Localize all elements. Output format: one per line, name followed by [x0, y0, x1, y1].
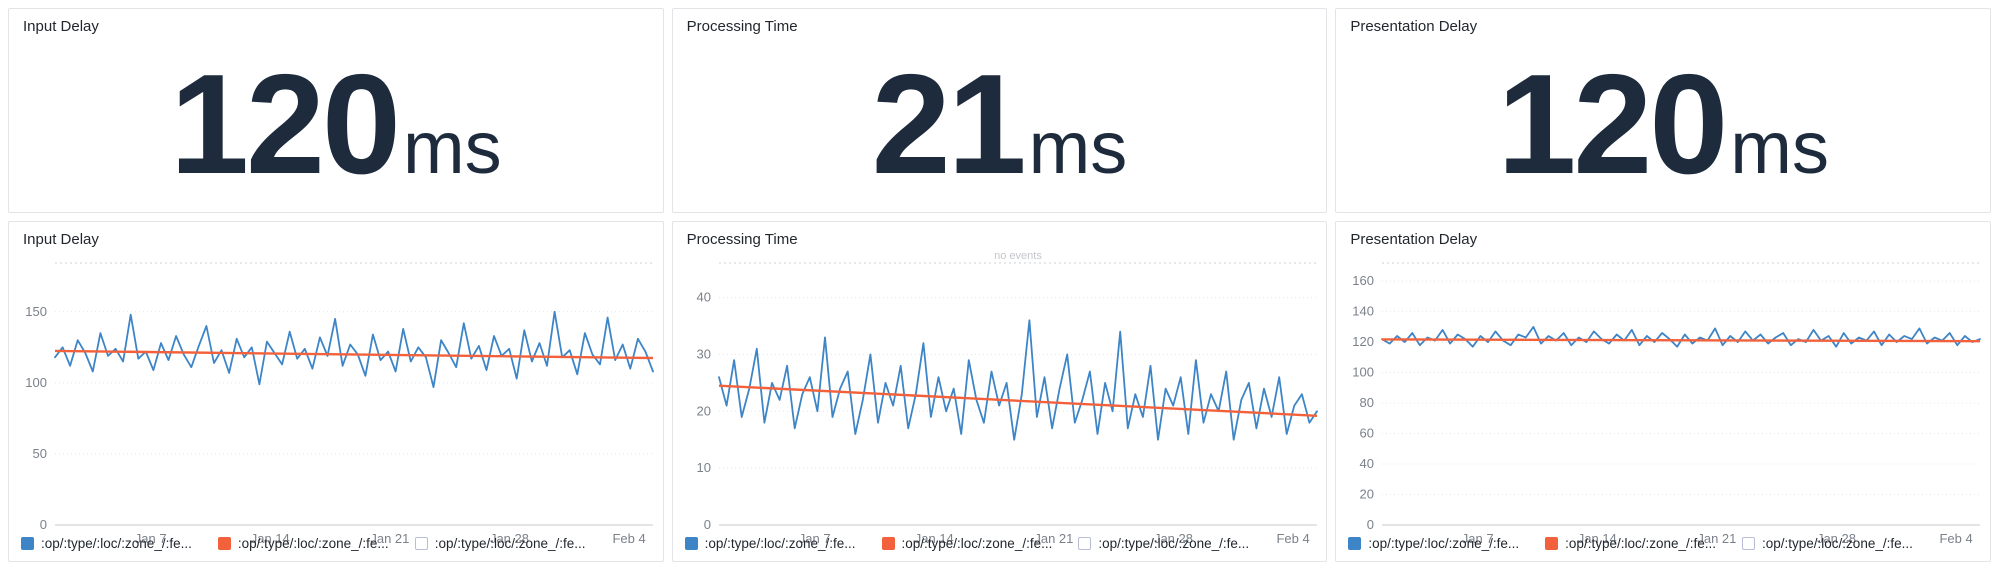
presentation-delay-chart[interactable]: 0 20 40 60 80 100 120 140 160 Jan 7 Jan 14 Jan 21 Ja… — [1336, 250, 1990, 546]
chart-legend: :op/:type/:loc/:zone_/:fe... :op/:type/:l… — [9, 534, 663, 561]
stat-unit: ms — [402, 105, 502, 189]
panel-title[interactable]: Input Delay — [23, 18, 99, 35]
input-delay-chart[interactable]: 0 50 100 150 Jan 7 Jan 14 Jan 21 Jan 28 Feb 4 — [9, 250, 663, 546]
stat-unit: ms — [1028, 105, 1128, 189]
svg-text:Jan 21: Jan 21 — [370, 531, 409, 546]
svg-text:100: 100 — [25, 375, 47, 390]
legend-item[interactable]: :op/:type/:loc/:zone_/:fe... — [217, 536, 389, 551]
panel-input-delay-stat: Input Delay 120 ms — [8, 8, 664, 213]
svg-text:Jan 7: Jan 7 — [798, 531, 830, 546]
legend-item[interactable]: :op/:type/:loc/:zone_/:fe... — [1742, 536, 1913, 551]
chart-svg: 0 10 20 30 40 no events Jan 7 Jan 14 Jan 21 Jan 2… — [696, 250, 1318, 546]
svg-text:0: 0 — [1367, 517, 1374, 532]
stat-number: 21 — [871, 44, 1027, 204]
panel-input-delay-chart: Input Delay 0 50 100 150 Jan 7 Jan 14 Jan 21 Ja… — [8, 221, 664, 562]
panel-title[interactable]: Processing Time — [686, 18, 798, 35]
chart-svg: 0 20 40 60 80 100 120 140 160 Jan 7 Jan 14 Jan 21 Ja… — [1353, 262, 1982, 546]
legend-label: :op/:type/:loc/:zone_/:fe... — [1762, 536, 1913, 551]
svg-text:80: 80 — [1360, 395, 1374, 410]
svg-text:Jan 28: Jan 28 — [1154, 531, 1193, 546]
legend-label: :op/:type/:loc/:zone_/:fe... — [237, 536, 389, 551]
legend-item[interactable]: :op/:type/:loc/:zone_/:fe... — [1078, 536, 1249, 551]
panel-processing-time-stat: Processing Time 21 ms — [671, 8, 1328, 213]
legend-label: :op/:type/:loc/:zone_/:fe... — [1565, 536, 1717, 551]
legend-swatch-icon — [1348, 537, 1362, 550]
panel-presentation-delay-stat: Presentation Delay 120 ms — [1335, 8, 1991, 213]
panel-title[interactable]: Presentation Delay — [1350, 18, 1478, 35]
svg-text:0: 0 — [40, 517, 47, 532]
svg-text:100: 100 — [1353, 365, 1375, 380]
legend-item[interactable]: :op/:type/:loc/:zone_/:fe... — [1545, 536, 1716, 551]
svg-text:120: 120 — [1353, 334, 1375, 349]
stat-number: 120 — [170, 44, 401, 204]
legend-swatch-icon — [1742, 537, 1756, 550]
panel-title[interactable]: Input Delay — [23, 231, 99, 248]
svg-text:Feb 4: Feb 4 — [1940, 531, 1973, 546]
legend-swatch-icon — [414, 537, 428, 550]
legend-swatch-icon — [21, 537, 34, 550]
legend-swatch-icon — [217, 537, 231, 550]
legend-item[interactable]: :op/:type/:loc/:zone_/:fe... — [684, 536, 856, 551]
legend-label: :op/:type/:loc/:zone_/:fe... — [1368, 536, 1520, 551]
legend-swatch-icon — [1545, 537, 1559, 550]
svg-text:50: 50 — [33, 446, 47, 461]
svg-text:Feb 4: Feb 4 — [612, 531, 645, 546]
svg-text:40: 40 — [696, 290, 710, 305]
stat-value: 120 ms — [1497, 44, 1829, 204]
panel-presentation-delay-chart: Presentation Delay 0 20 40 60 80 100 120 140 160… — [1335, 221, 1991, 562]
svg-text:Jan 7: Jan 7 — [1462, 531, 1494, 546]
svg-text:10: 10 — [696, 460, 710, 475]
legend-item[interactable]: :op/:type/:loc/:zone_/:fe... — [881, 536, 1053, 551]
legend-label: :op/:type/:loc/:zone_/:fe... — [41, 536, 192, 551]
stat-body: 21 ms — [673, 37, 1327, 212]
stat-body: 120 ms — [1336, 37, 1990, 212]
legend-label: :op/:type/:loc/:zone_/:fe... — [704, 536, 856, 551]
svg-text:Jan 14: Jan 14 — [251, 531, 290, 546]
svg-text:Jan 21: Jan 21 — [1698, 531, 1737, 546]
legend-item[interactable]: :op/:type/:loc/:zone_/:fe... — [21, 536, 192, 551]
processing-time-chart[interactable]: 0 10 20 30 40 no events Jan 7 Jan 14 Jan 21 Jan 2… — [673, 250, 1327, 546]
stat-number: 120 — [1497, 44, 1728, 204]
legend-label: :op/:type/:loc/:zone_/:fe... — [1098, 536, 1250, 551]
svg-text:0: 0 — [703, 517, 710, 532]
legend-swatch-icon — [881, 537, 895, 550]
stat-value: 21 ms — [871, 44, 1128, 204]
svg-text:no events: no events — [994, 250, 1042, 262]
panel-title[interactable]: Processing Time — [686, 231, 798, 248]
chart-svg: 0 50 100 150 Jan 7 Jan 14 Jan 21 Jan 28 Feb 4 — [25, 262, 654, 546]
svg-text:20: 20 — [696, 403, 710, 418]
svg-text:40: 40 — [1360, 456, 1374, 471]
svg-text:Jan 14: Jan 14 — [1578, 531, 1617, 546]
svg-text:30: 30 — [696, 346, 710, 361]
legend-label: :op/:type/:loc/:zone_/:fe... — [434, 536, 586, 551]
stat-value: 120 ms — [170, 44, 502, 204]
panel-title[interactable]: Presentation Delay — [1350, 231, 1478, 248]
legend-swatch-icon — [1078, 537, 1092, 550]
legend-swatch-icon — [684, 537, 698, 550]
svg-text:160: 160 — [1353, 273, 1375, 288]
legend-item[interactable]: :op/:type/:loc/:zone_/:fe... — [414, 536, 586, 551]
legend-item[interactable]: :op/:type/:loc/:zone_/:fe... — [1348, 536, 1519, 551]
stat-body: 120 ms — [9, 37, 663, 212]
svg-text:Jan 28: Jan 28 — [490, 531, 529, 546]
svg-text:Jan 14: Jan 14 — [914, 531, 953, 546]
svg-text:Feb 4: Feb 4 — [1276, 531, 1309, 546]
svg-text:Jan 7: Jan 7 — [135, 531, 167, 546]
svg-text:150: 150 — [25, 304, 47, 319]
svg-text:20: 20 — [1360, 487, 1374, 502]
svg-text:Jan 28: Jan 28 — [1817, 531, 1856, 546]
stat-unit: ms — [1730, 105, 1829, 189]
chart-legend: :op/:type/:loc/:zone_/:fe... :op/:type/:l… — [1336, 534, 1990, 561]
svg-text:Jan 21: Jan 21 — [1034, 531, 1073, 546]
panel-processing-time-chart: Processing Time 0 10 20 30 40 no events Jan 7 J… — [671, 221, 1328, 562]
svg-text:60: 60 — [1360, 426, 1374, 441]
chart-legend: :op/:type/:loc/:zone_/:fe... :op/:type/:l… — [673, 534, 1327, 561]
svg-text:140: 140 — [1353, 304, 1375, 319]
legend-label: :op/:type/:loc/:zone_/:fe... — [901, 536, 1053, 551]
